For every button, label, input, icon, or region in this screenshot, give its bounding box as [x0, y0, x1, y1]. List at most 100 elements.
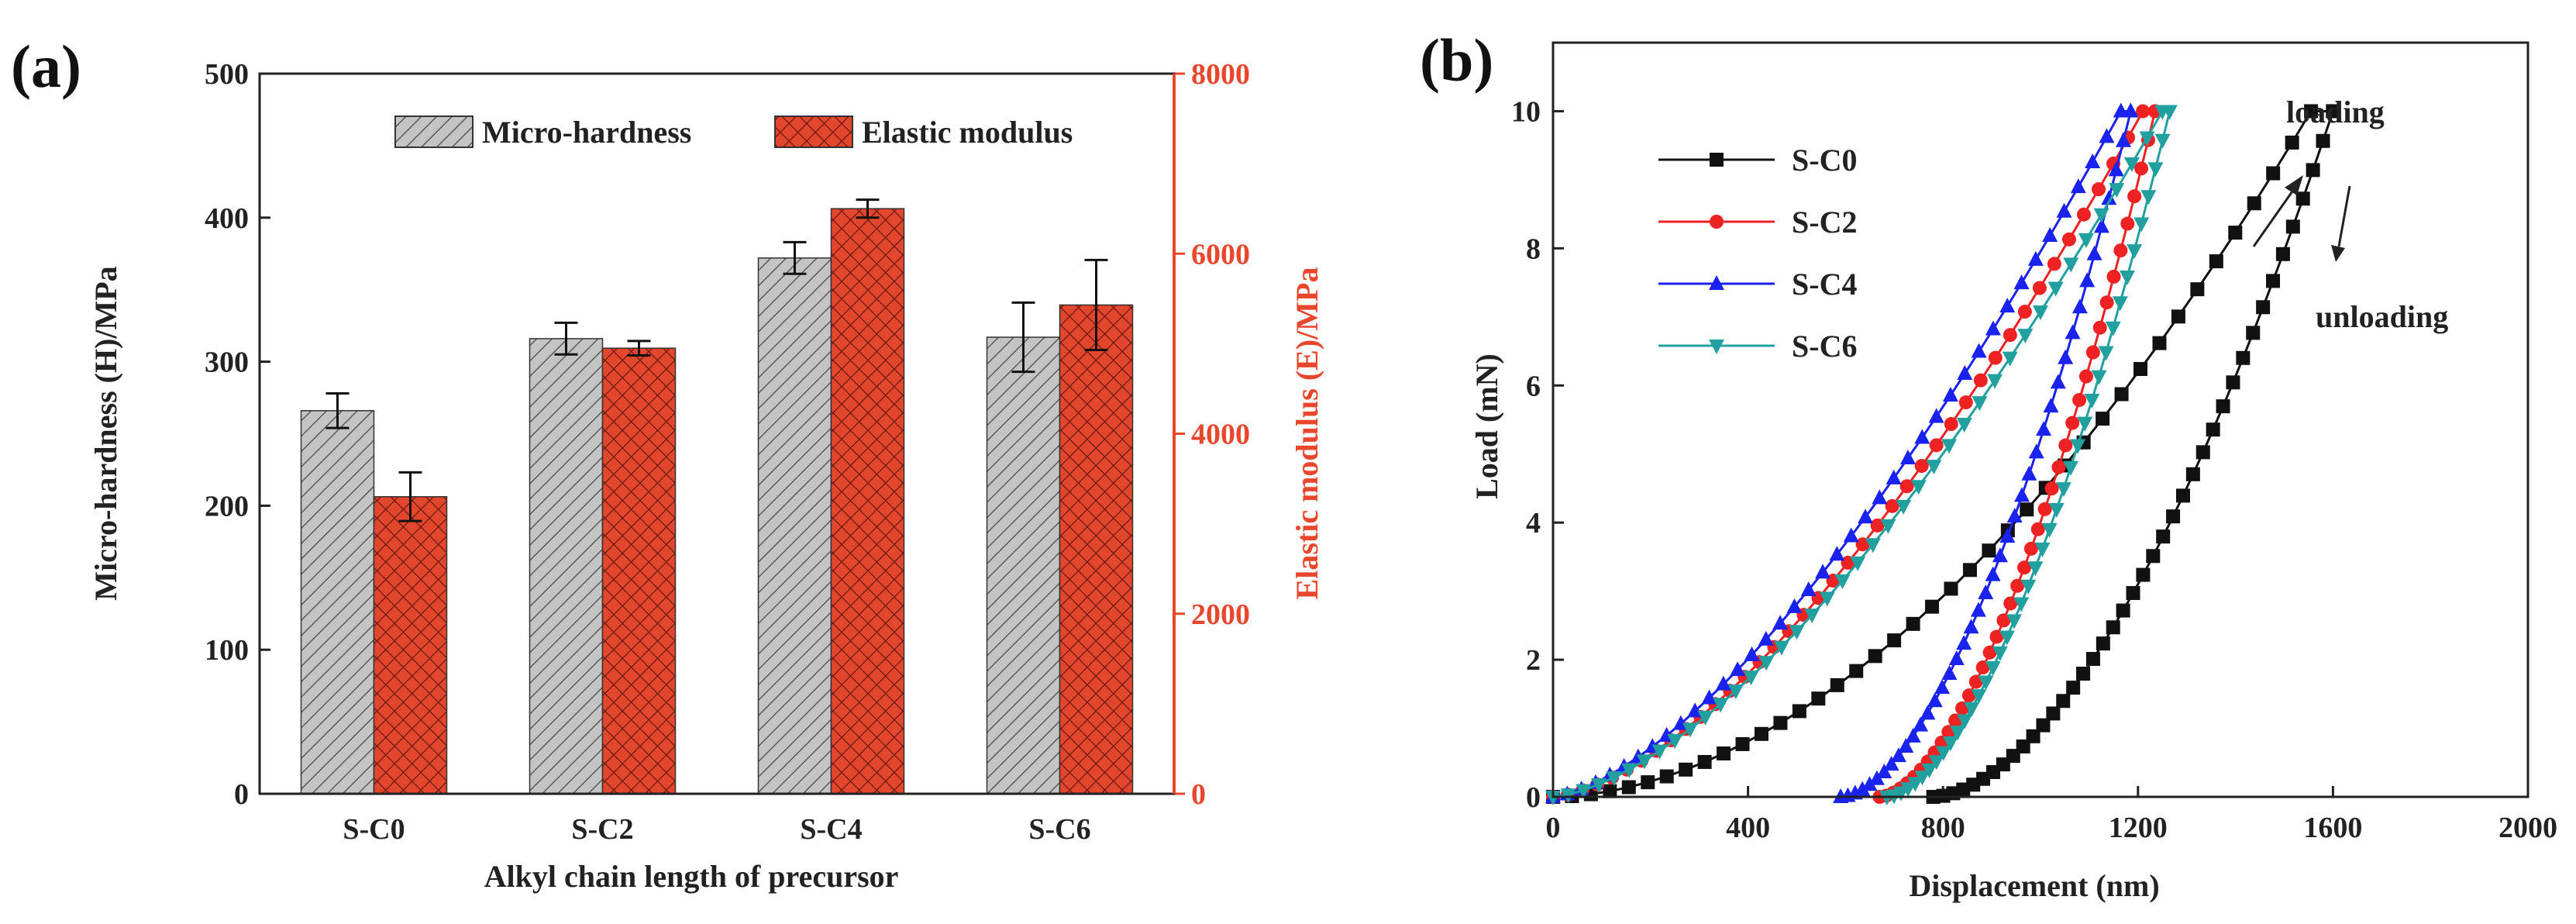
curve-s-c6-marker	[1819, 591, 1835, 607]
curve-s-c6-marker	[2048, 502, 2065, 518]
curve-s-c2-marker	[2106, 269, 2121, 284]
curve-s-c4-marker	[2006, 508, 2023, 523]
curve-s-c0-marker	[2126, 586, 2140, 601]
curve-s-c6-marker	[1972, 396, 1988, 412]
loading-arrow-head	[2285, 175, 2303, 195]
curve-s-c2-marker	[2061, 232, 2076, 247]
curve-s-c2-marker	[1968, 674, 1983, 689]
curve-s-c0-marker	[1962, 563, 1977, 578]
panel-a-ticks: 0 100 200 300 400 500 0 2000 4000 6000 8000 S-C0 S-C…	[205, 58, 1250, 846]
curve-s-c6-marker	[2123, 157, 2140, 173]
y2-tick-label: 4000	[1191, 419, 1250, 451]
curve-s-c6-marker	[1834, 574, 1851, 590]
curve-s-c2-marker	[1899, 479, 1914, 494]
y-tick-label: 200	[205, 490, 249, 522]
curve-s-c6-marker	[1865, 538, 1881, 553]
curve-s-c0-marker	[1603, 784, 1617, 798]
curve-s-c0-marker	[2304, 104, 2319, 119]
x-tick-label: S-C0	[343, 813, 405, 846]
curve-s-c4-marker	[2021, 465, 2037, 481]
curve-s-c2-marker	[2037, 502, 2052, 516]
curve-s-c2-marker	[2136, 104, 2151, 119]
curve-s-c0-marker	[2056, 694, 2071, 709]
curve-s-c4-marker	[1942, 386, 1958, 402]
curve-s-c2-marker	[2120, 216, 2135, 231]
curve-s-c0-marker	[2306, 163, 2320, 178]
curve-s-c0-marker	[2326, 104, 2340, 119]
curve-s-c0-marker	[2216, 399, 2230, 414]
curve-s-c0-marker	[2133, 362, 2148, 377]
panel-a-y2-axis-title: Elastic modulus (E)/MPa	[1290, 267, 1324, 600]
curve-s-c0-marker	[2195, 445, 2210, 460]
curve-s-c4-marker	[1978, 584, 1994, 600]
curve-s-c0-marker	[2136, 567, 2151, 582]
curve-s-c2-marker	[2134, 161, 2149, 176]
curve-s-c4-marker	[1948, 650, 1965, 666]
curve-s-c2-marker	[1855, 537, 1870, 552]
curve-s-c4-marker	[1872, 489, 1888, 505]
curve-s-c6-marker	[1992, 646, 2008, 661]
curve-s-c4-marker	[1815, 564, 1831, 579]
curve-s-c6-marker	[1950, 726, 1966, 741]
curve-s-c6-marker	[1985, 661, 2001, 677]
curve-s-c2-marker	[2030, 522, 2045, 536]
curve-s-c0-marker	[1697, 754, 1712, 769]
curve-s-c2-marker	[2092, 320, 2107, 335]
bar-micro-hardness	[529, 338, 604, 795]
curve-s-c6-marker	[2033, 305, 2048, 321]
curve-s-c0-marker	[1830, 677, 1844, 692]
curve-s-c6-marker	[1713, 698, 1729, 713]
curve-s-c4-marker	[2036, 421, 2052, 436]
curve-s-c2-marker	[1975, 660, 1990, 675]
curve-s-c6-marker	[2062, 460, 2078, 476]
curve-s-c6-marker	[1907, 777, 1923, 792]
curve-s-c0-marker	[1906, 616, 1920, 631]
curve-s-c2-marker	[1944, 417, 1958, 432]
curve-s-c2-marker	[1982, 645, 1997, 660]
curve-s-c4-marker	[1786, 598, 1803, 613]
legend-label-s-c4: S-C4	[1792, 267, 1857, 302]
curve-s-c0-marker	[1811, 691, 1826, 706]
curve-s-c0-marker	[1659, 769, 1674, 784]
y-tick-label: 500	[205, 58, 249, 91]
curve-s-c4-marker	[1687, 702, 1703, 718]
curve-s-c4-marker	[1886, 469, 1902, 484]
panel-b-plot-frame	[1551, 41, 2530, 798]
curve-s-c2-marker	[2127, 189, 2142, 204]
y2-tick-label: 2000	[1191, 598, 1250, 631]
curve-s-c0	[1546, 104, 2340, 804]
curve-s-c4-marker	[2093, 218, 2109, 233]
curve-s-c6-marker	[2027, 561, 2044, 577]
curve-s-c0-marker	[1641, 775, 1655, 790]
curve-s-c6-marker	[1850, 556, 1866, 571]
curve-s-c4-marker	[1744, 646, 1760, 661]
curve-s-c4-marker	[1928, 408, 1944, 423]
curve-s-c4-marker	[1772, 615, 1789, 630]
curve-s-c4-marker	[2113, 102, 2129, 118]
curve-s-c4-marker	[2028, 443, 2044, 459]
curve-s-c4-marker	[2108, 161, 2124, 177]
y-tick-label: 10	[1511, 95, 1541, 128]
curve-s-c4-marker	[1800, 581, 1817, 596]
curve-s-c0-marker	[2226, 375, 2240, 390]
curve-s-c6-marker	[1758, 656, 1775, 671]
curve-s-c6-marker	[1789, 625, 1805, 640]
curve-s-c6-marker	[2139, 131, 2155, 147]
curve-s-c6-marker	[2077, 416, 2093, 432]
panel-b-curves	[1545, 102, 2340, 805]
curve-s-c6-marker	[2119, 270, 2135, 285]
bar-micro-hardness	[986, 336, 1061, 795]
panel-b-ticks: 0 400 800 1200 1600 2000 0 2 4 6 8 10	[1511, 95, 2557, 844]
curve-s-c4-marker	[1701, 689, 1717, 705]
panel-b-legend: S-C0 S-C2 S-C4 S-C6	[1658, 143, 1857, 364]
curve-s-c2-marker	[1996, 613, 2011, 628]
curve-s-c6-marker	[1999, 630, 2015, 646]
curve-s-c2-marker	[1870, 518, 1885, 533]
curve-s-c0-marker	[2285, 135, 2299, 150]
curve-s-c4-marker	[1861, 776, 1878, 791]
curve-s-c6-marker	[1804, 609, 1820, 624]
curve-s-c6-marker	[1606, 771, 1622, 787]
curve-s-c6-marker	[1964, 702, 1980, 717]
curve-s-c4-marker	[1905, 727, 1921, 743]
curve-s-c4-marker	[1868, 770, 1885, 785]
